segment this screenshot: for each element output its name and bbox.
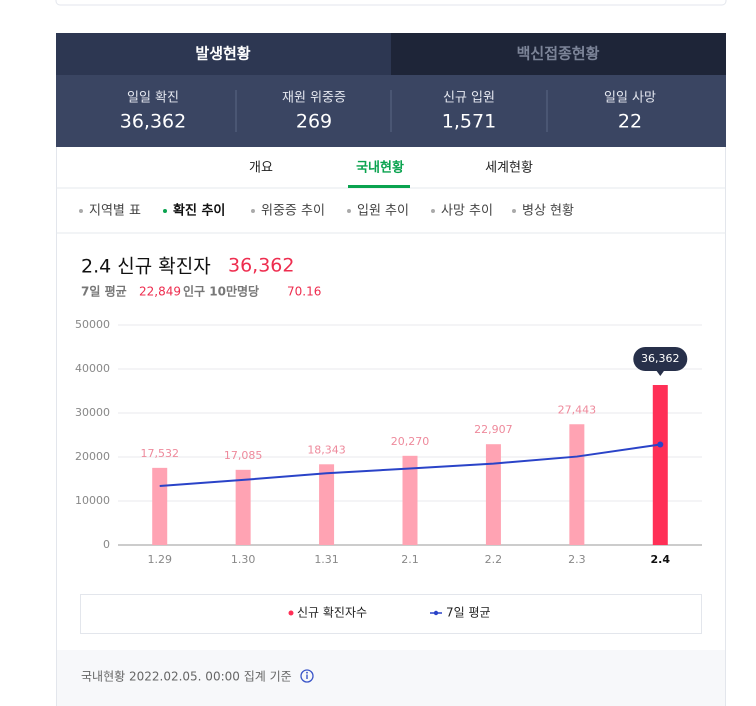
footer-bg [57,650,725,706]
subtitle-value: 70.16 [287,285,321,299]
bar [652,385,668,545]
footer-text: 국내현황 2022.02.05. 00:00 집계 기준 [81,670,292,684]
tab-active[interactable] [56,33,391,75]
y-tick-label: 30000 [75,406,110,419]
tooltip-tail [656,370,665,377]
subnav-item[interactable]: 지역별 표 [89,204,141,219]
nav-tab-active[interactable]: 국내현황 [356,160,404,176]
subnav-dot [512,209,516,213]
y-tick-label: 10000 [75,494,110,507]
x-tick-label: 2.3 [568,553,586,566]
nav-tab[interactable]: 개요 [249,161,273,176]
subnav-dot [347,209,351,213]
subnav-dot [431,209,435,213]
stat-dividers [235,90,548,132]
avg-line [159,443,661,488]
stat-value: 36,362 [120,111,186,133]
subnav-item[interactable]: 병상 현황 [522,204,574,219]
x-tick-label: 2.1 [401,553,419,566]
bar [235,469,251,545]
stat-label: 재원 위중증 [282,91,346,106]
subnav-dot [163,209,167,213]
value-label: 17,085 [224,449,263,462]
info-icon-dot [306,671,308,674]
x-tick-label: 1.29 [147,553,172,566]
stat-label: 신규 입원 [443,91,495,106]
subnav-item[interactable]: 위중증 추이 [261,204,325,219]
stats: 일일 확진 36,362 재원 위중증 269 신규 입원 1,571 일일 사망 22 [120,91,656,133]
legend-dot [433,610,439,616]
subnav: 지역별 표 확진 추이 위중증 추이 입원 추이 사망 추이 병상 현황 [79,203,574,219]
stat-value: 22 [618,111,642,133]
legend-dot [288,610,294,616]
avg-point [657,441,664,448]
subnav-dot [79,209,83,213]
subtitle-label: 7일 평균 [81,285,127,299]
x-tick-label: 2.4 [651,553,671,566]
y-tick-label: 20000 [75,450,110,463]
y-tick-label: 40000 [75,362,110,375]
tooltip-label: 36,362 [641,352,680,365]
bar [319,464,335,545]
stat-value: 269 [296,111,332,133]
bar [485,444,501,545]
value-label: 20,270 [391,435,430,448]
subnav-item[interactable]: 사망 추이 [441,204,493,219]
info-icon[interactable] [300,669,314,683]
prev-card [55,0,727,6]
stat-value: 1,571 [442,111,496,133]
tab-label[interactable]: 발생현황 [195,45,250,63]
value-label: 27,443 [558,403,597,416]
chart-title: 2.4 신규 확진자 [81,256,211,278]
value-label: 17,532 [140,447,179,460]
legend: 신규 확진자수 7일 평균 [288,606,491,620]
chart: 0 10000 20000 30000 40000 50000 1.29 1.30 1.31 2.… [75,318,702,566]
nav-underline [348,185,410,188]
x-tick-label: 1.30 [231,553,256,566]
stat-label: 일일 확진 [127,91,179,106]
y-tick-label: 50000 [75,318,110,331]
tab[interactable] [391,33,726,75]
bar [569,424,585,545]
bar [152,467,168,545]
x-tick-label: 2.2 [485,553,503,566]
subnav-item-active[interactable]: 확진 추이 [173,203,225,219]
subtitle-label: 인구 10만명당 [183,284,259,299]
stat-label: 일일 사망 [604,91,656,106]
x-tick-label: 1.31 [314,553,339,566]
tab-label[interactable]: 백신접종현황 [517,45,600,63]
nav-tab[interactable]: 세계현황 [485,161,533,176]
legend-label: 7일 평균 [446,606,491,620]
value-label: 22,907 [474,423,513,436]
subnav-item[interactable]: 입원 추이 [357,204,409,219]
subnav-dot [251,209,255,213]
bar [402,455,418,545]
chart-title-value: 36,362 [228,255,294,277]
tooltip [633,347,688,372]
legend-label: 신규 확진자수 [297,606,367,620]
y-tick-label: 0 [103,538,110,551]
value-label: 18,343 [307,443,346,456]
info-icon-bar [306,674,308,679]
subtitle-value: 22,849 [139,285,181,299]
legend-box [80,594,702,634]
